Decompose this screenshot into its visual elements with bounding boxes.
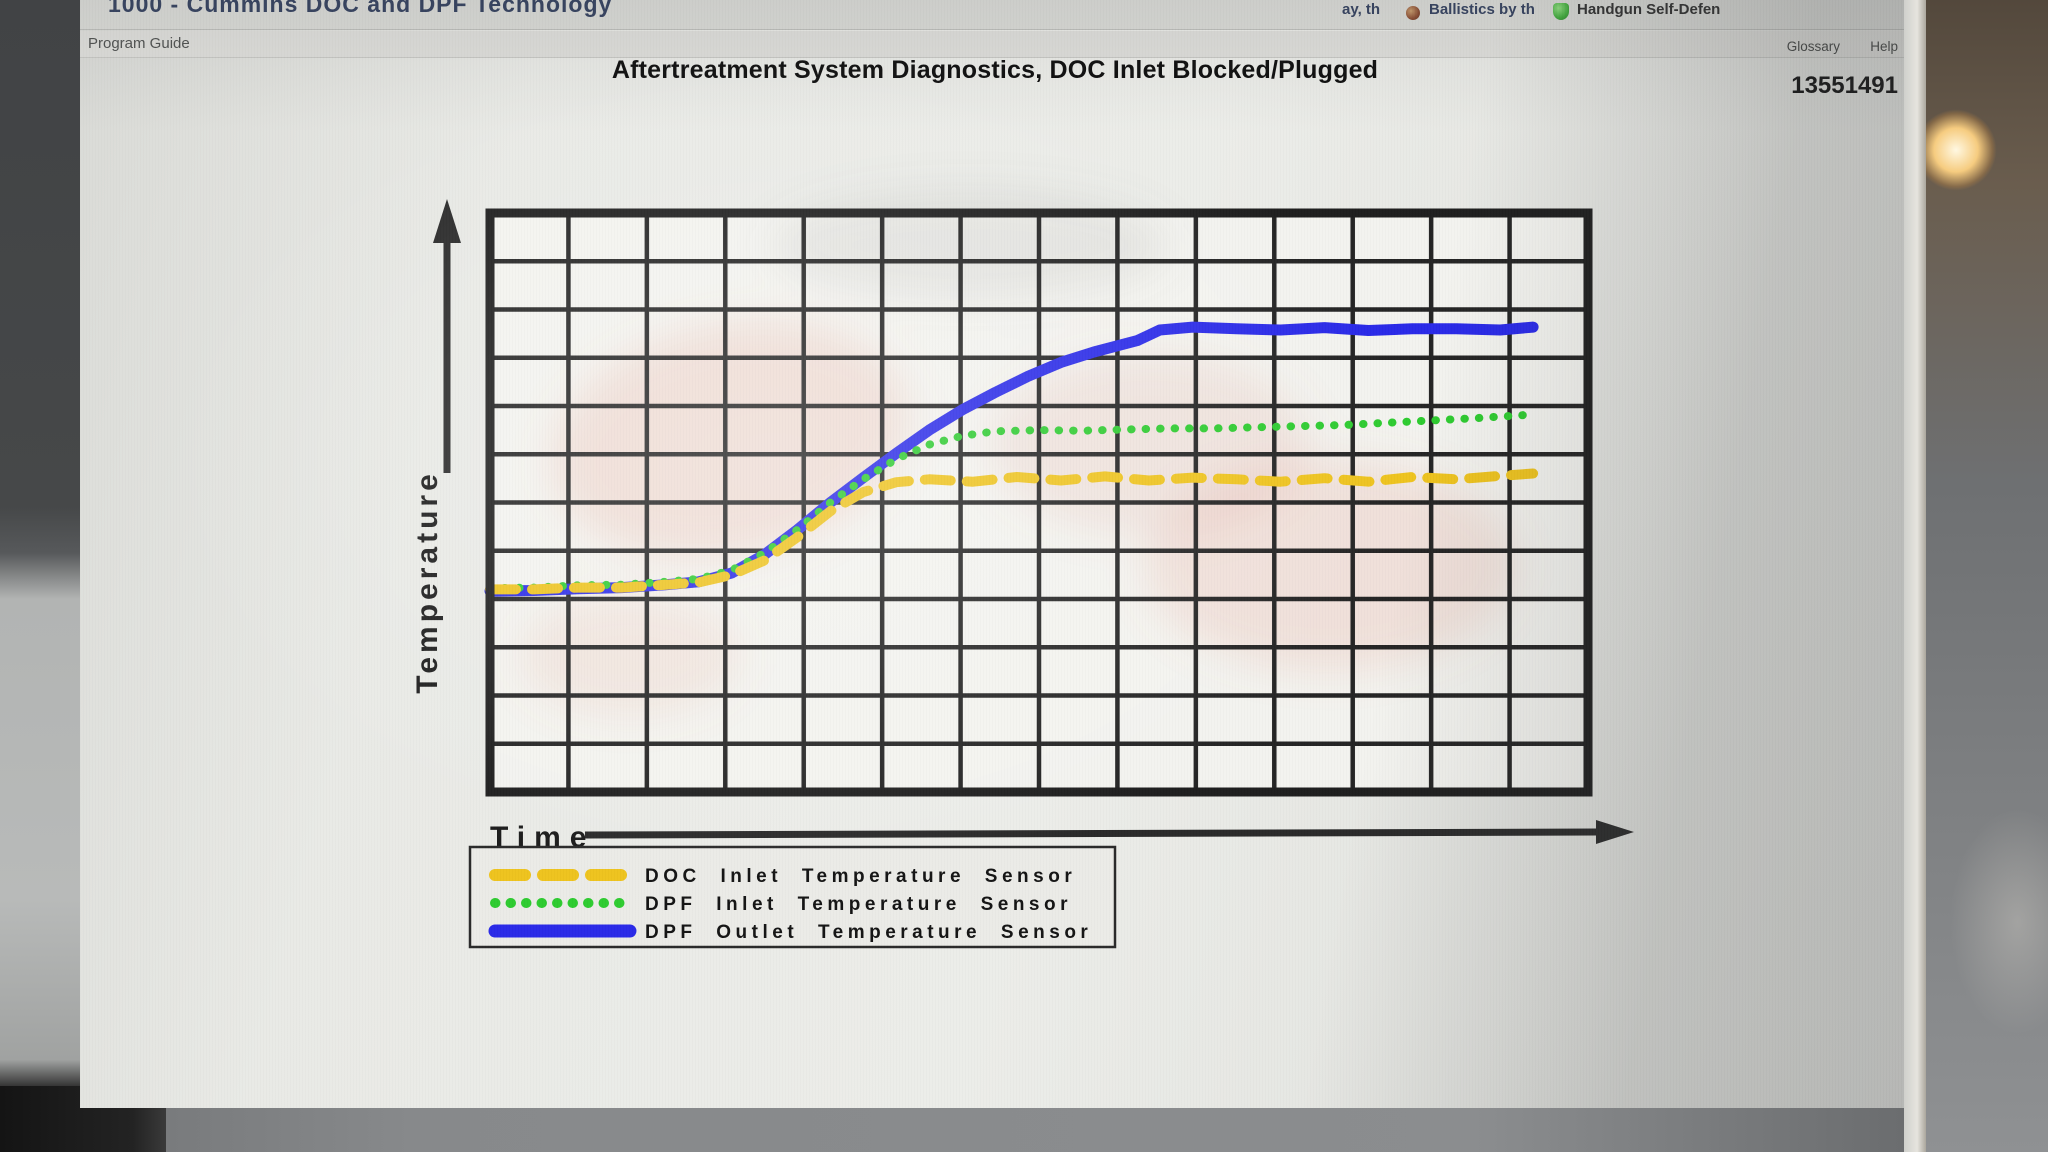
legend-line-samples — [488, 869, 637, 938]
legend-box: DOC Inlet Temperature Sensor DPF Inlet T… — [468, 845, 1117, 949]
legend-label-dpf-inlet: DPF Inlet Temperature Sensor — [645, 894, 1072, 915]
browser-bookmarks-bar: 1000 - Cummins DOC and DPF Technology ay… — [80, 0, 1908, 30]
bookmark-handgun[interactable]: Handgun Self-Defen — [1577, 1, 1721, 18]
y-axis-label: Temperature — [411, 470, 444, 694]
legend-label-dpf-outlet: DPF Outlet Temperature Sensor — [645, 922, 1092, 943]
watermark-ghost-image — [520, 190, 1515, 715]
chart-area: Temperature Time DOC Inlet Temperature S… — [330, 95, 1700, 965]
temperature-time-chart: Temperature Time DOC Inlet Temperature S… — [411, 190, 1634, 949]
program-guide-label: Program Guide — [88, 35, 190, 52]
series-line-doc-inlet-temperature-sensor — [485, 468, 1539, 595]
bookmark-favicon-icon — [1406, 6, 1420, 20]
x-axis-arrow-line — [584, 828, 1599, 839]
background-with-glare — [1926, 0, 2048, 1152]
help-link[interactable]: Help — [1870, 39, 1898, 54]
legend-label-doc-inlet: DOC Inlet Temperature Sensor — [645, 866, 1076, 887]
shield-favicon-icon — [1553, 3, 1569, 20]
bookmark-ballistics[interactable]: Ballistics by th — [1429, 1, 1535, 18]
glossary-link[interactable]: Glossary — [1786, 39, 1840, 54]
grid-lines — [490, 213, 1588, 792]
page-title: Aftertreatment System Diagnostics, DOC I… — [611, 56, 1379, 84]
bookmark-fragment[interactable]: ay, th — [1342, 1, 1381, 18]
monitor-bezel-left — [0, 0, 80, 1152]
series-lines — [484, 321, 1539, 597]
doc-number: 13551491 — [1791, 72, 1898, 99]
plot-border — [485, 208, 1593, 797]
content-panel: 1000 - Cummins DOC and DPF Technology ay… — [80, 0, 1908, 1108]
screen-edge-reflection — [1904, 0, 1928, 1152]
page-title-link[interactable]: 1000 - Cummins DOC and DPF Technology — [108, 0, 613, 17]
app-header-bar: Program Guide Glossary Help — [80, 31, 1908, 58]
monitor-bezel-bottom — [0, 1108, 2048, 1152]
x-axis-arrowhead-icon — [1596, 820, 1634, 844]
y-axis-arrowhead-icon — [433, 199, 461, 243]
